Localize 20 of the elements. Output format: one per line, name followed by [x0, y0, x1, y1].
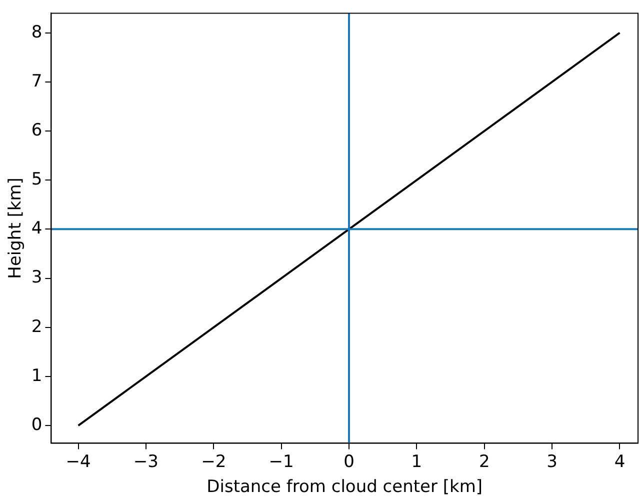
x-tick-label: −3 — [133, 452, 158, 472]
x-tick-label: 2 — [478, 452, 490, 472]
x-axis-title: Distance from cloud center [km] — [206, 477, 483, 498]
x-tick-label: 0 — [344, 452, 354, 472]
y-tick-label: 2 — [31, 316, 42, 337]
y-tick-label: 1 — [31, 366, 42, 386]
y-tick-label: 8 — [31, 22, 42, 42]
x-tick-label: 4 — [614, 452, 626, 472]
y-tick-label: 7 — [31, 71, 42, 92]
x-tick-label: 1 — [411, 452, 422, 472]
x-tick-label: −4 — [66, 452, 91, 472]
y-tick-label: 5 — [31, 170, 42, 190]
y-tick-label: 4 — [31, 218, 42, 239]
y-tick-label: 3 — [31, 268, 42, 288]
y-tick-label: 6 — [31, 120, 42, 140]
x-tick-label: −1 — [268, 452, 294, 472]
x-tick-label: −2 — [201, 452, 226, 472]
x-tick-label: 3 — [546, 452, 558, 472]
y-tick-label: 0 — [31, 414, 42, 435]
y-axis-title: Height [km] — [6, 178, 26, 279]
